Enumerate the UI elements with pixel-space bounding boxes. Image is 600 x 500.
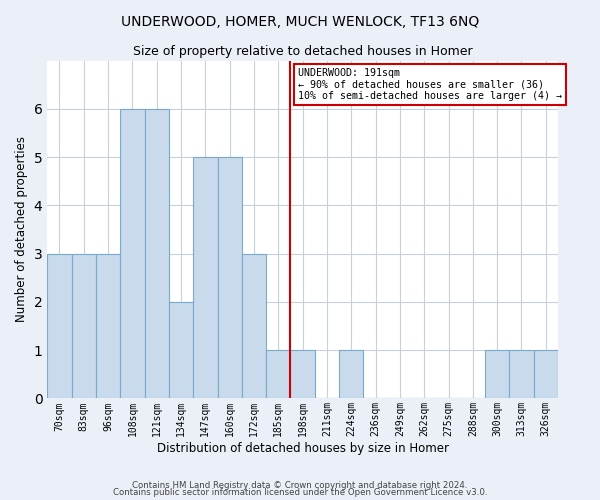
Text: Contains public sector information licensed under the Open Government Licence v3: Contains public sector information licen… xyxy=(113,488,487,497)
Text: UNDERWOOD: 191sqm
← 90% of detached houses are smaller (36)
10% of semi-detached: UNDERWOOD: 191sqm ← 90% of detached hous… xyxy=(298,68,562,101)
Y-axis label: Number of detached properties: Number of detached properties xyxy=(15,136,28,322)
Title: Size of property relative to detached houses in Homer: Size of property relative to detached ho… xyxy=(133,45,472,58)
Text: UNDERWOOD, HOMER, MUCH WENLOCK, TF13 6NQ: UNDERWOOD, HOMER, MUCH WENLOCK, TF13 6NQ xyxy=(121,15,479,29)
Bar xyxy=(242,254,266,398)
Bar xyxy=(47,254,71,398)
Bar xyxy=(266,350,290,399)
Bar xyxy=(218,157,242,398)
Bar xyxy=(169,302,193,398)
Text: Contains HM Land Registry data © Crown copyright and database right 2024.: Contains HM Land Registry data © Crown c… xyxy=(132,480,468,490)
Bar xyxy=(145,109,169,399)
Bar xyxy=(290,350,315,399)
Bar xyxy=(120,109,145,399)
Bar xyxy=(533,350,558,399)
Bar xyxy=(509,350,533,399)
Bar xyxy=(485,350,509,399)
Bar xyxy=(339,350,364,399)
Bar xyxy=(96,254,120,398)
Bar xyxy=(71,254,96,398)
Bar xyxy=(193,157,218,398)
X-axis label: Distribution of detached houses by size in Homer: Distribution of detached houses by size … xyxy=(157,442,449,455)
